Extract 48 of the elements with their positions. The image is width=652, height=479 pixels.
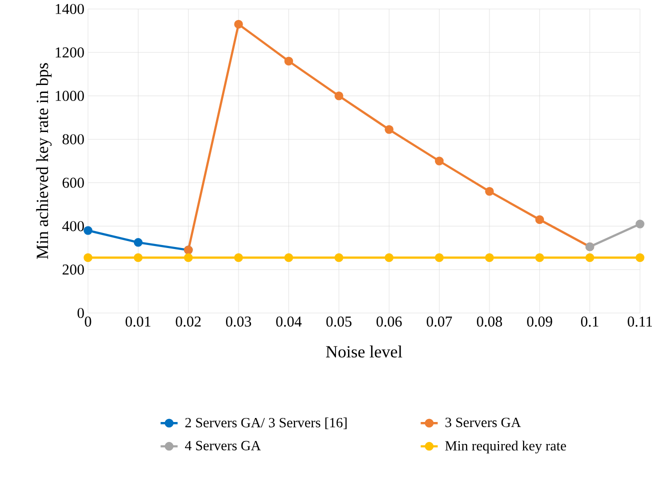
x-tick-label: 0.02 xyxy=(176,316,201,327)
x-tick-label: 0.03 xyxy=(226,316,252,327)
y-tick-label: 200 xyxy=(62,264,84,275)
point xyxy=(84,226,92,235)
x-tick-label: 0.06 xyxy=(376,316,402,327)
point xyxy=(434,253,444,262)
point xyxy=(485,253,494,262)
point xyxy=(134,253,143,262)
point xyxy=(334,91,344,100)
point xyxy=(284,253,294,262)
x-tick-label: 0.08 xyxy=(476,316,502,327)
x-tick-label: 0.04 xyxy=(276,316,302,327)
x-tick-label: 0.09 xyxy=(527,316,552,327)
point xyxy=(134,238,143,247)
point xyxy=(334,253,344,262)
y-tick-label: 600 xyxy=(62,178,84,188)
x-tick-label: 0 xyxy=(84,316,92,327)
point xyxy=(585,253,594,262)
point xyxy=(284,56,294,66)
y-tick-label: 1200 xyxy=(56,47,84,58)
y-tick-label: 1000 xyxy=(56,90,84,101)
point xyxy=(485,187,494,196)
point xyxy=(434,156,444,166)
point xyxy=(636,220,644,228)
point xyxy=(384,125,394,134)
point xyxy=(636,253,644,262)
point xyxy=(184,253,193,262)
legend-label: Min required key rate xyxy=(445,440,566,454)
y-tick-label: 1400 xyxy=(56,4,84,14)
point xyxy=(384,253,394,262)
y-tick-label: 800 xyxy=(62,134,84,144)
x-tick-label: 0.11 xyxy=(628,316,652,327)
point xyxy=(535,215,544,224)
point xyxy=(84,253,92,262)
y-tick-label: 0 xyxy=(78,308,84,318)
x-axis-title: Noise level xyxy=(326,346,402,358)
x-tick-label: 0.01 xyxy=(126,316,150,327)
legend-label: 2 Servers GA/ 3 Servers [16] xyxy=(185,418,347,430)
legend-label: 3 Servers GA xyxy=(445,418,521,428)
x-tick-label: 0.1 xyxy=(581,316,598,327)
y-axis-title: Min achieved key rate in bps xyxy=(36,63,52,259)
x-tick-label: 0.05 xyxy=(326,316,352,327)
x-tick-label: 0.07 xyxy=(426,316,452,327)
point xyxy=(234,20,243,29)
legend-label: 4 Servers GA xyxy=(185,440,261,450)
y-tick-label: 400 xyxy=(62,221,84,232)
point xyxy=(234,253,243,262)
point xyxy=(535,253,544,262)
